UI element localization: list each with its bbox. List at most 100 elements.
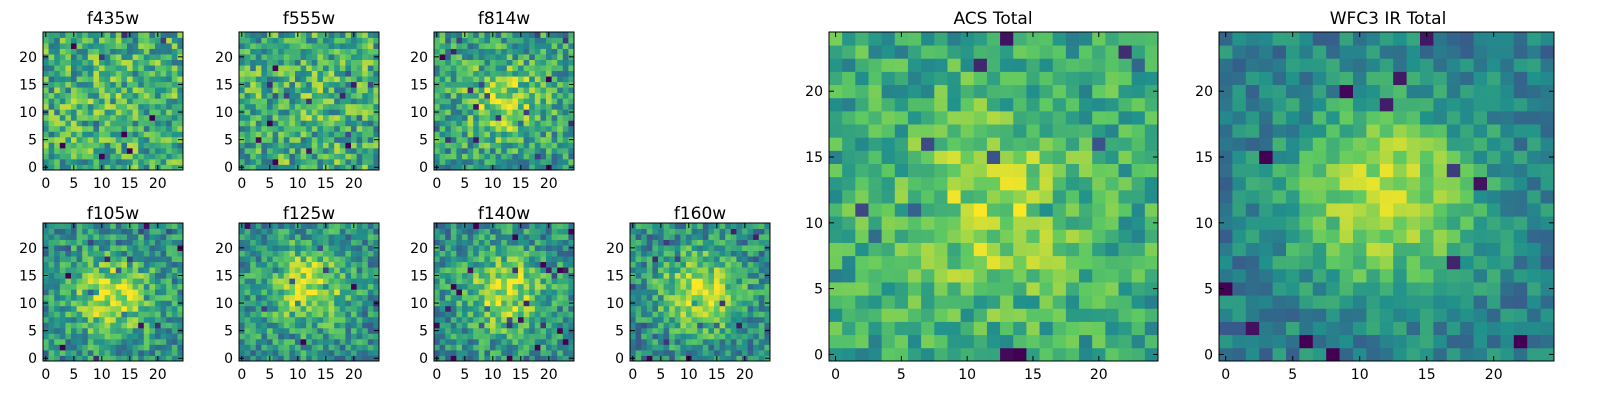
x-tick-label: 10 bbox=[93, 176, 111, 192]
heatmap-cell bbox=[99, 114, 105, 121]
heatmap-cell bbox=[166, 87, 173, 94]
heatmap-cell bbox=[87, 250, 94, 257]
heatmap-cell bbox=[367, 98, 374, 105]
heatmap-cell bbox=[311, 311, 318, 318]
heatmap-cell bbox=[635, 333, 642, 340]
heatmap-cell bbox=[99, 76, 105, 83]
heatmap-cell bbox=[71, 142, 77, 149]
heatmap-cell bbox=[534, 103, 541, 110]
heatmap-cell bbox=[121, 125, 128, 132]
heatmap-cell bbox=[54, 147, 61, 154]
heatmap-cell bbox=[445, 65, 452, 72]
heatmap-cell bbox=[267, 316, 273, 323]
heatmap-cell bbox=[261, 164, 268, 171]
heatmap-cell bbox=[171, 272, 178, 279]
heatmap-cell bbox=[714, 283, 720, 290]
heatmap-cell bbox=[652, 245, 659, 251]
heatmap-cell bbox=[317, 43, 324, 49]
heatmap-cell bbox=[295, 109, 301, 116]
heatmap-cell bbox=[138, 228, 145, 235]
heatmap-cell bbox=[512, 327, 519, 334]
heatmap-cell bbox=[171, 37, 178, 44]
heatmap-cell bbox=[177, 228, 184, 235]
heatmap-cell bbox=[283, 228, 290, 235]
heatmap-cell bbox=[1026, 242, 1040, 257]
heatmap-cell bbox=[1092, 295, 1106, 309]
heatmap-cell bbox=[267, 114, 273, 121]
heatmap-cell bbox=[484, 333, 491, 340]
heatmap-cell bbox=[93, 131, 100, 138]
heatmap-cell bbox=[244, 109, 251, 116]
heatmap-cell bbox=[758, 272, 765, 279]
heatmap-cell bbox=[121, 54, 128, 60]
heatmap-cell bbox=[267, 344, 273, 351]
heatmap-cell bbox=[244, 158, 251, 165]
heatmap-cell bbox=[1131, 334, 1146, 349]
heatmap-cell bbox=[758, 305, 765, 312]
heatmap-cell bbox=[54, 92, 61, 99]
heatmap-cell bbox=[71, 109, 77, 116]
heatmap-cell bbox=[367, 316, 374, 323]
heatmap-cell bbox=[272, 114, 279, 121]
heatmap-cell bbox=[155, 261, 161, 268]
heatmap-cell bbox=[272, 250, 279, 257]
heatmap-cell bbox=[65, 48, 72, 55]
heatmap-cell bbox=[166, 65, 173, 72]
heatmap-cell bbox=[534, 272, 541, 279]
heatmap-cell bbox=[323, 333, 329, 340]
heatmap-cell bbox=[758, 289, 765, 296]
heatmap-cell bbox=[255, 322, 262, 329]
heatmap-cell bbox=[1079, 334, 1093, 349]
heatmap-cell bbox=[630, 228, 636, 235]
heatmap-cell bbox=[323, 250, 329, 257]
heatmap-cell bbox=[149, 114, 156, 121]
heatmap-cell bbox=[529, 92, 536, 99]
heatmap-cell bbox=[697, 267, 704, 274]
heatmap-cell bbox=[445, 103, 452, 110]
heatmap-cell bbox=[986, 268, 1001, 283]
heatmap-cell bbox=[462, 261, 468, 268]
heatmap-cell bbox=[467, 103, 474, 110]
heatmap-cell bbox=[467, 76, 474, 83]
heatmap-cell bbox=[646, 294, 653, 301]
heatmap-cell bbox=[283, 316, 290, 323]
heatmap-cell bbox=[115, 98, 122, 105]
heatmap-cell bbox=[356, 333, 363, 340]
heatmap-cell bbox=[59, 120, 66, 127]
heatmap-cell bbox=[93, 76, 100, 83]
heatmap-cell bbox=[490, 322, 496, 329]
heatmap-cell bbox=[868, 334, 883, 349]
heatmap-cell bbox=[59, 147, 66, 154]
heatmap-cell bbox=[373, 311, 380, 318]
heatmap-cell bbox=[546, 158, 552, 165]
heatmap-cell bbox=[71, 256, 77, 263]
heatmap-cell bbox=[93, 114, 100, 121]
heatmap-cell bbox=[127, 54, 133, 60]
heatmap-cell bbox=[456, 109, 463, 116]
heatmap-cell bbox=[523, 87, 530, 94]
heatmap-cell bbox=[127, 300, 133, 307]
heatmap-cell bbox=[478, 48, 485, 55]
heatmap-cell bbox=[630, 261, 636, 268]
heatmap-cell bbox=[764, 283, 771, 290]
heatmap-cell bbox=[730, 278, 737, 285]
heatmap-cell bbox=[339, 114, 346, 121]
heatmap-cell bbox=[495, 250, 502, 257]
heatmap-cell bbox=[82, 234, 89, 240]
heatmap-cell bbox=[334, 147, 341, 154]
heatmap-cell bbox=[534, 355, 541, 362]
heatmap-cell bbox=[283, 250, 290, 257]
heatmap-cell bbox=[82, 327, 89, 334]
heatmap-cell bbox=[255, 65, 262, 72]
heatmap-cell bbox=[540, 338, 547, 345]
heatmap-cell bbox=[484, 349, 491, 356]
heatmap-cell bbox=[518, 65, 524, 72]
heatmap-cell bbox=[328, 338, 335, 345]
heatmap-cell bbox=[546, 338, 552, 345]
heatmap-cell bbox=[143, 37, 150, 44]
heatmap-cell bbox=[512, 92, 519, 99]
heatmap-cell bbox=[48, 98, 55, 105]
heatmap-cell bbox=[540, 289, 547, 296]
heatmap-cell bbox=[82, 158, 89, 165]
